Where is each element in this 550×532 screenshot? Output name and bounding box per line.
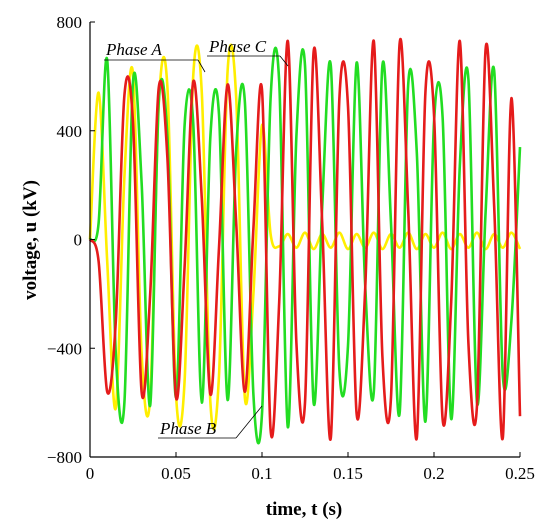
series-annotations: Phase A Phase C Phase B xyxy=(104,37,289,439)
y-axis-ticks: 800 400 0 −400 −800 xyxy=(47,13,95,467)
x-tick-label: 0.25 xyxy=(505,464,535,483)
x-tick-label: 0.1 xyxy=(251,464,272,483)
phase-c-leader xyxy=(279,55,289,67)
plot-frame: 0 0.05 0.1 0.15 0.2 0.25 800 400 0 −400 −800 xyxy=(47,13,535,483)
y-tick-label: 800 xyxy=(57,13,83,32)
x-tick-label: 0 xyxy=(86,464,95,483)
series-line-phase-a xyxy=(88,43,522,431)
x-tick-label: 0.05 xyxy=(161,464,191,483)
phase-c-annotation: Phase C xyxy=(208,37,267,56)
x-tick-label: 0.2 xyxy=(423,464,444,483)
y-tick-label: −400 xyxy=(47,339,82,358)
y-tick-label: −800 xyxy=(47,448,82,467)
phase-b-annotation: Phase B xyxy=(159,419,217,438)
y-tick-label: 0 xyxy=(74,231,83,250)
plot-series xyxy=(88,37,522,445)
phase-a-annotation: Phase A xyxy=(105,40,162,59)
series-line-phase-c xyxy=(88,37,522,442)
y-tick-label: 400 xyxy=(57,122,83,141)
y-axis-title: voltage, u (kV) xyxy=(20,180,41,300)
phase-b-leader xyxy=(235,405,263,439)
x-axis-ticks: 0 0.05 0.1 0.15 0.2 0.25 xyxy=(86,452,535,483)
x-tick-label: 0.15 xyxy=(333,464,363,483)
x-axis-title: time, t (s) xyxy=(266,499,343,520)
phase-a-leader xyxy=(197,59,206,73)
